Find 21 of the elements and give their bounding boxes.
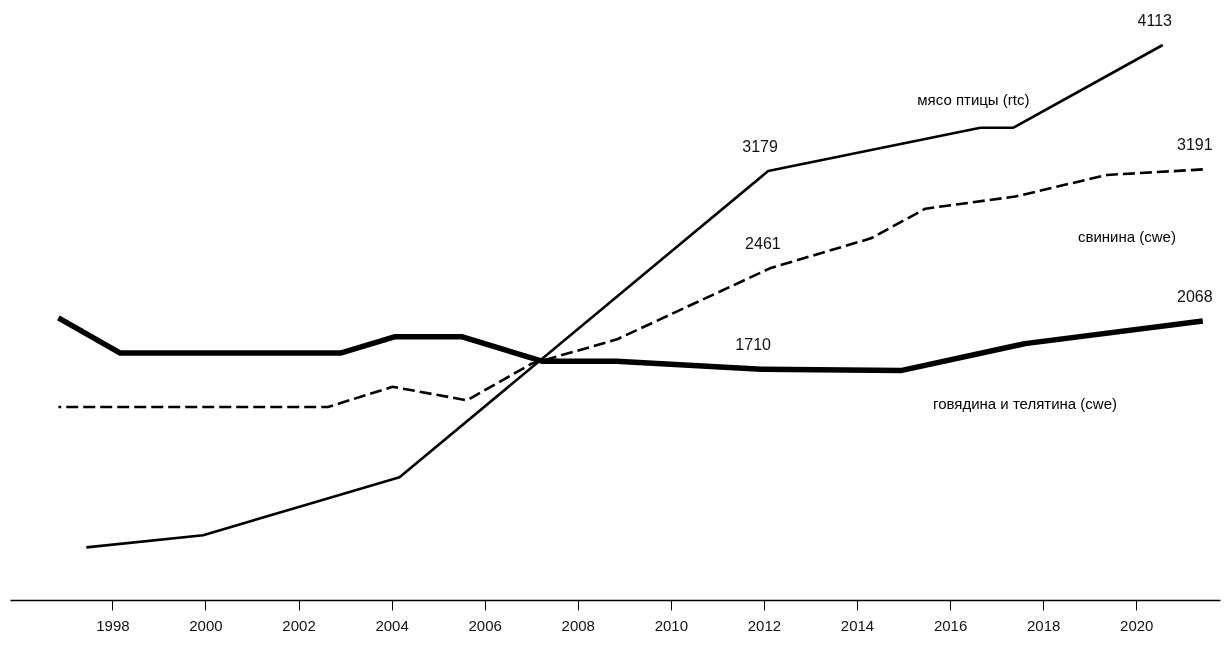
x-tick-label: 2004 [375,616,409,634]
x-tick-label: 2018 [1026,616,1061,634]
data-label: 1710 [735,336,772,354]
x-tick-label: 2014 [840,616,875,634]
x-tick-label: 2012 [747,616,782,634]
x-tick-label: 2016 [933,616,968,634]
text: говядина и телятина (cwe) [933,394,1118,412]
x-tick-label: 2000 [189,616,223,634]
text: свинина (cwe) [1077,227,1176,245]
x-tick-label: 2006 [468,616,502,634]
x-tick-label: 2010 [654,616,689,634]
data-label: 2068 [1176,287,1213,305]
data-label: 3179 [742,138,779,156]
series-label: мясо птицы (rtc) [917,90,1030,108]
data-label: 4113 [1137,12,1173,29]
data-label: 2461 [745,234,781,252]
x-tick-label: 2002 [282,616,316,634]
x-tick-label: 1998 [96,616,130,634]
x-tick-label: 2008 [561,616,595,634]
data-label: 3191 [1176,136,1213,154]
x-tick-label: 2020 [1120,616,1154,634]
